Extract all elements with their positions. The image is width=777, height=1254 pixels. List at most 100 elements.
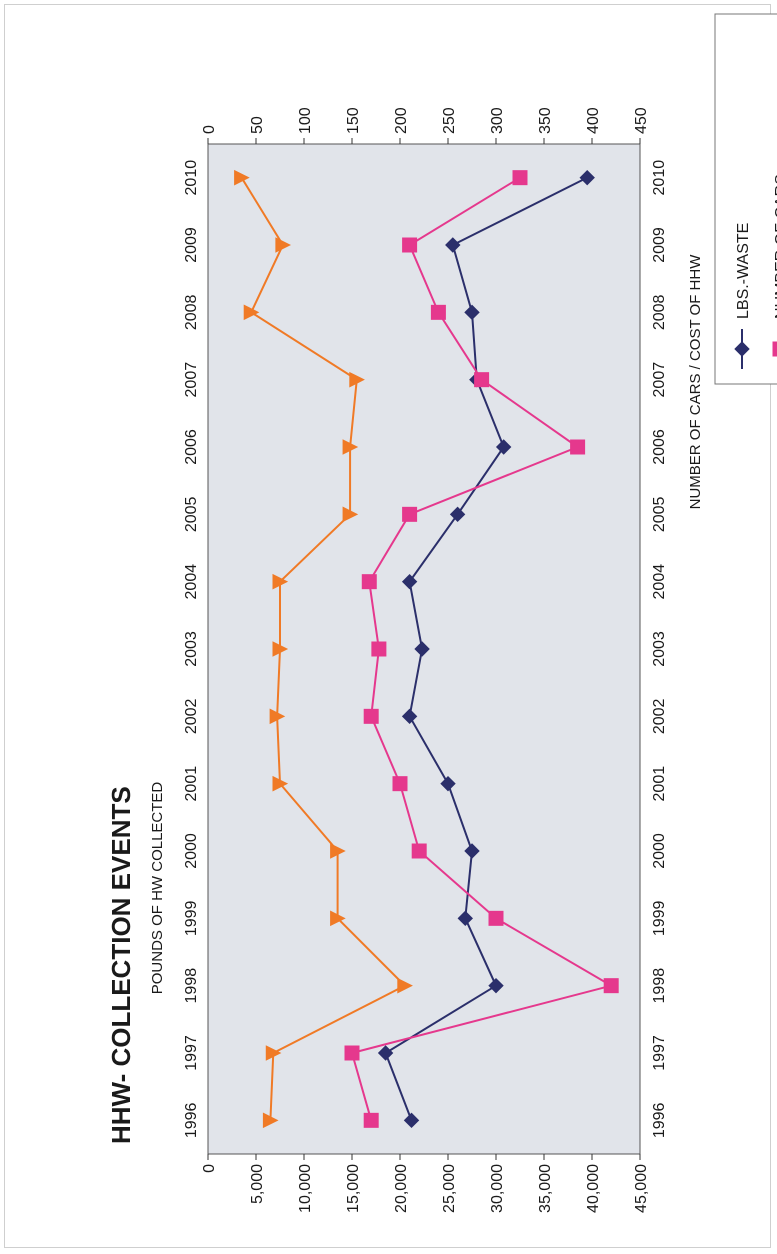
category-label-top: 1998 <box>183 968 200 1004</box>
right-axis-tick-label: 400 <box>585 107 602 134</box>
category-label-top: 2002 <box>183 698 200 734</box>
series-layer <box>234 169 619 1129</box>
category-label-top: 1996 <box>183 1102 200 1138</box>
category-label-top: 2000 <box>183 833 200 869</box>
data-point-triangle <box>262 1112 279 1129</box>
data-point-square <box>411 843 427 859</box>
legend-label: LBS.-WASTE <box>735 223 752 319</box>
data-point-triangle <box>234 169 250 186</box>
data-point-diamond <box>464 304 480 321</box>
data-point-diamond <box>377 1045 394 1061</box>
data-point-diamond <box>440 775 456 792</box>
right-axis-tick-label: 300 <box>489 107 506 134</box>
data-point-square <box>570 439 586 455</box>
legend-item: LBS.-WASTE <box>734 223 752 369</box>
page-frame <box>4 4 771 1248</box>
data-point-square <box>363 1112 379 1128</box>
left-axis-tick-label: 45,000 <box>633 1164 650 1213</box>
data-point-square <box>361 574 377 590</box>
data-point-triangle <box>330 910 346 927</box>
left-axis-tick-label: 25,000 <box>441 1164 458 1213</box>
right-axis-title: NUMBER OF CARS / COST OF HHW <box>687 254 704 510</box>
data-point-diamond <box>401 708 418 725</box>
category-label-top: 2004 <box>183 564 200 600</box>
category-label-bottom: 1997 <box>651 1035 668 1071</box>
legend-box <box>714 13 777 385</box>
data-point-triangle <box>342 439 359 455</box>
series-lbs-waste <box>377 169 595 1129</box>
right-axis-tick-label: 150 <box>345 107 362 134</box>
left-axis-tick-label: 35,000 <box>537 1164 554 1213</box>
data-point-square <box>402 506 418 522</box>
category-label-top: 2003 <box>183 631 200 667</box>
category-label-bottom: 2000 <box>651 833 668 869</box>
left-axis-tick-label: 0 <box>201 1164 218 1173</box>
category-label-bottom: 2006 <box>651 429 668 465</box>
category-label-bottom: 2008 <box>651 294 668 330</box>
right-axis-tick-label: 250 <box>441 107 458 134</box>
category-label-top: 2010 <box>183 160 200 196</box>
data-point-triangle <box>275 237 291 253</box>
data-point-triangle <box>272 573 289 590</box>
data-point-diamond <box>445 237 461 253</box>
series-cost-of-hhw-hundreds-of-dollars <box>234 169 413 1129</box>
left-axis-tick-label: 10,000 <box>297 1164 314 1213</box>
left-axis: 0 5,000 10,000 15,000 20,000 25,000 30,000 35,0… <box>201 1154 650 1213</box>
data-point-diamond <box>401 573 418 590</box>
data-point-triangle <box>243 304 260 321</box>
right-axis-tick-label: 0 <box>201 125 218 134</box>
category-label-bottom: 2002 <box>651 698 668 734</box>
category-label-bottom: 2001 <box>651 766 668 802</box>
data-point-square <box>512 170 528 186</box>
data-point-triangle <box>272 641 289 657</box>
category-label-bottom: 1996 <box>651 1102 668 1138</box>
chart-title: HHW- COLLECTION EVENTS <box>106 786 136 1144</box>
data-point-diamond <box>464 843 480 859</box>
data-point-diamond <box>457 910 473 927</box>
data-point-square <box>392 776 408 792</box>
data-point-square <box>344 1045 360 1061</box>
data-point-triangle <box>397 977 413 994</box>
category-label-bottom: 2004 <box>651 564 668 600</box>
data-point-triangle <box>349 371 365 388</box>
data-point-diamond <box>579 169 595 186</box>
left-axis-tick-label: 40,000 <box>585 1164 602 1213</box>
category-label-top: 2001 <box>183 766 200 802</box>
data-point-square <box>363 708 379 724</box>
category-label-top: 1997 <box>183 1035 200 1071</box>
category-label-top: 2009 <box>183 227 200 263</box>
left-axis-tick-label: 5,000 <box>249 1164 266 1204</box>
right-axis-tick-label: 450 <box>633 107 650 134</box>
data-point-diamond <box>495 439 512 455</box>
category-label-top: 1999 <box>183 900 200 936</box>
x-axis-bottom: 1996 1997 1998 1999 2000 2001 2002 2003 2004 2005… <box>651 160 668 1138</box>
data-point-square <box>402 237 418 253</box>
category-label-top: 2005 <box>183 496 200 532</box>
data-point-diamond <box>734 341 750 357</box>
data-point-diamond <box>403 1112 420 1129</box>
data-point-square <box>488 910 504 926</box>
right-axis-tick-label: 200 <box>393 107 410 134</box>
category-label-top: 2008 <box>183 294 200 330</box>
category-label-bottom: 2009 <box>651 227 668 263</box>
data-point-triangle <box>330 843 346 859</box>
right-axis-tick-label: 50 <box>249 116 266 134</box>
category-label-top: 2006 <box>183 429 200 465</box>
left-axis-tick-label: 15,000 <box>345 1164 362 1213</box>
category-label-bottom: 2010 <box>651 160 668 196</box>
data-point-triangle <box>272 775 289 792</box>
data-point-square <box>603 978 619 994</box>
data-point-diamond <box>488 977 504 994</box>
left-axis-tick-label: 20,000 <box>393 1164 410 1213</box>
data-point-triangle <box>269 708 286 725</box>
right-axis-tick-label: 350 <box>537 107 554 134</box>
data-point-diamond <box>414 641 430 657</box>
left-axis-title: POUNDS OF HW COLLECTED <box>149 782 166 995</box>
category-label-bottom: 1998 <box>651 968 668 1004</box>
data-point-triangle <box>342 506 359 523</box>
category-label-bottom: 2007 <box>651 362 668 398</box>
category-label-top: 2007 <box>183 362 200 398</box>
right-axis: 0 50 100 150 200 250 300 350 400 450 <box>201 107 650 144</box>
